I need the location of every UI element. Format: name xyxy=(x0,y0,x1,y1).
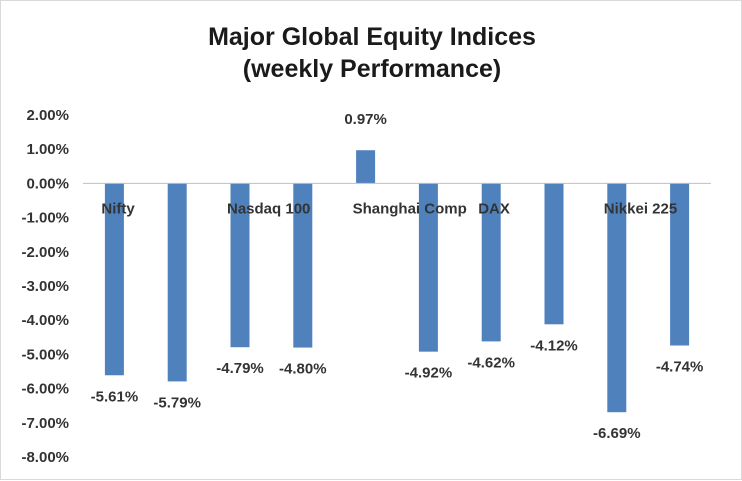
bar xyxy=(670,183,690,346)
y-tick-label: 1.00% xyxy=(26,141,69,158)
y-tick-label: -7.00% xyxy=(21,415,69,432)
data-label: -4.92% xyxy=(405,365,453,382)
bar xyxy=(230,183,250,348)
y-tick-label: 2.00% xyxy=(26,107,69,124)
chart-title: Major Global Equity Indices (weekly Perf… xyxy=(1,21,742,85)
category-label: Nikkei 225 xyxy=(604,200,677,217)
bar xyxy=(356,150,376,184)
category-label: DAX xyxy=(478,200,510,217)
data-label: -6.69% xyxy=(593,425,641,442)
chart-title-line-1: Major Global Equity Indices xyxy=(208,23,536,51)
data-label: 0.97% xyxy=(344,111,387,128)
data-label: -4.79% xyxy=(216,360,264,377)
bar xyxy=(293,183,313,348)
data-label: -4.74% xyxy=(656,359,704,376)
y-tick-label: -6.00% xyxy=(21,381,69,398)
data-label: -5.61% xyxy=(91,388,139,405)
bar xyxy=(104,183,124,376)
y-tick-label: -3.00% xyxy=(21,278,69,295)
category-label: Shanghai Comp xyxy=(353,200,467,217)
y-tick-label: -1.00% xyxy=(21,210,69,227)
y-tick-label: 0.00% xyxy=(26,175,69,192)
bar xyxy=(418,183,438,352)
data-label: -4.12% xyxy=(530,337,578,354)
bar xyxy=(481,183,501,342)
y-tick-label: -4.00% xyxy=(21,312,69,329)
category-label: Nasdaq 100 xyxy=(227,200,310,217)
bar xyxy=(607,183,627,413)
y-tick-label: -5.00% xyxy=(21,346,69,363)
data-label: -4.62% xyxy=(467,354,515,371)
bar xyxy=(167,183,187,382)
data-label: -4.80% xyxy=(279,361,327,378)
bar xyxy=(544,183,564,325)
chart-title-line-2: (weekly Performance) xyxy=(242,55,502,83)
category-label: Nifty xyxy=(101,200,135,217)
y-tick-label: -8.00% xyxy=(21,449,69,466)
y-tick-label: -2.00% xyxy=(21,244,69,261)
data-label: -5.79% xyxy=(153,394,201,411)
